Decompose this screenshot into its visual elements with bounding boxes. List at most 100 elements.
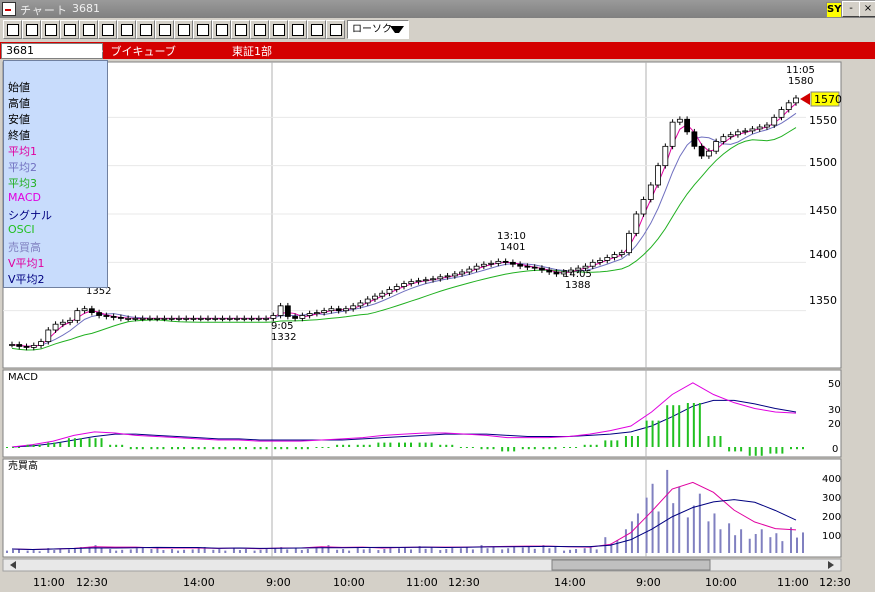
volume-bar <box>171 549 174 553</box>
osci-bar <box>507 447 510 452</box>
volume-bar <box>748 538 751 553</box>
tick-chart-icon[interactable] <box>79 20 98 39</box>
draw-line-icon[interactable] <box>269 20 288 39</box>
candle-body <box>328 308 335 312</box>
volume-bar <box>135 548 138 553</box>
monthly-chart-icon[interactable] <box>41 20 60 39</box>
zoom-icon[interactable] <box>307 20 326 39</box>
signal-line <box>11 399 797 448</box>
osci-bar <box>274 447 277 450</box>
osci-bar <box>150 447 153 450</box>
candle-body <box>735 131 741 136</box>
osci-bar <box>492 447 495 450</box>
time-tick: 14:00 <box>183 576 215 589</box>
candle-body <box>52 323 59 331</box>
candle-body <box>480 263 487 267</box>
candle-body <box>277 305 284 316</box>
close-button[interactable]: × <box>859 1 875 17</box>
eraser-icon[interactable] <box>288 20 307 39</box>
candle-body <box>23 346 30 348</box>
line-chart-icon[interactable] <box>212 20 231 39</box>
volume-bar <box>610 543 613 553</box>
volume-bar <box>18 549 20 553</box>
scroll-right-icon[interactable] <box>117 20 136 39</box>
candle-body <box>139 317 146 320</box>
volume-bar <box>156 548 159 553</box>
volume-bar <box>430 547 433 553</box>
candle-body <box>589 261 596 267</box>
volume-bar <box>73 548 76 553</box>
stock-code-input[interactable]: 3681 <box>1 43 103 59</box>
scroll-left-arrow-icon[interactable] <box>10 561 16 569</box>
osci-bar <box>129 447 132 450</box>
osci-bar <box>67 438 70 447</box>
volume-bar <box>294 548 297 553</box>
volume-bar <box>404 547 406 553</box>
osci-bar <box>781 447 784 454</box>
candle-body <box>350 305 357 310</box>
chart-type-select[interactable]: ローソク <box>347 20 409 39</box>
volume-bar <box>527 546 530 553</box>
indicator-icon[interactable] <box>193 20 212 39</box>
candle-body <box>241 317 248 320</box>
volume-bar <box>451 548 454 553</box>
osci-bar <box>121 444 124 447</box>
osci-bar <box>692 403 695 447</box>
volume-bar <box>109 549 112 553</box>
grid-icon[interactable] <box>250 20 269 39</box>
daily-chart-icon[interactable] <box>3 20 22 39</box>
scroll-right-arrow-icon[interactable] <box>828 561 834 569</box>
osci-bar <box>389 442 392 447</box>
osci-bar <box>616 440 619 447</box>
candle-body <box>110 316 117 318</box>
volume-bar <box>486 548 489 553</box>
volume-bar <box>740 529 743 553</box>
minimize-button[interactable]: - <box>842 1 860 17</box>
settings-icon[interactable] <box>326 20 345 39</box>
candle-body <box>96 312 103 316</box>
minute-chart-icon[interactable] <box>60 20 79 39</box>
weekly-chart-icon[interactable] <box>22 20 41 39</box>
cross-cursor-icon[interactable] <box>174 20 193 39</box>
time-tick: 10:00 <box>333 576 365 589</box>
volume-bar <box>713 513 716 553</box>
bar-chart-icon[interactable] <box>136 20 155 39</box>
candle-body <box>321 310 328 314</box>
chart-type-value: ローソク <box>352 24 392 35</box>
volume-bar <box>121 549 124 553</box>
chart-area[interactable]: 1550 1500 1450 1400 1350 1570 11:05 1580… <box>0 59 875 592</box>
candlesticks <box>9 95 799 351</box>
osci-bar <box>439 444 442 447</box>
legend-item-vma1: V平均1 <box>8 257 45 270</box>
annotation-time: 11:05 <box>786 65 815 76</box>
time-tick: 10:00 <box>705 576 737 589</box>
volume-bar <box>389 548 392 553</box>
price-tick-1450: 1450 <box>809 204 837 217</box>
log-scale-icon[interactable] <box>155 20 174 39</box>
time-tick: 12:30 <box>76 576 108 589</box>
scroll-left-icon[interactable] <box>98 20 117 39</box>
osci-bar <box>203 447 206 450</box>
volume-tick: 100 <box>822 531 841 542</box>
volume-bar <box>38 551 41 553</box>
volume-bar <box>315 548 318 553</box>
osci-bar <box>740 447 743 452</box>
volume-bar <box>306 549 309 553</box>
scrollbar-track[interactable] <box>2 558 842 572</box>
candle-body <box>626 232 632 254</box>
compare-icon[interactable] <box>231 20 250 39</box>
volume-bar <box>521 547 524 553</box>
time-tick: 12:30 <box>448 576 480 589</box>
scrollbar-thumb[interactable] <box>551 559 711 571</box>
osci-bar <box>162 447 165 450</box>
annotation-price: 1580 <box>788 76 813 87</box>
volume-bar <box>418 546 421 553</box>
candle-body <box>749 128 756 132</box>
annotation-price: 1332 <box>271 332 296 343</box>
volume-bar <box>53 550 56 553</box>
candle-body <box>103 315 110 317</box>
candle-body <box>764 124 770 128</box>
candle-body <box>379 292 386 297</box>
candle-body <box>88 308 95 314</box>
sys-badge[interactable]: SY <box>826 2 842 18</box>
